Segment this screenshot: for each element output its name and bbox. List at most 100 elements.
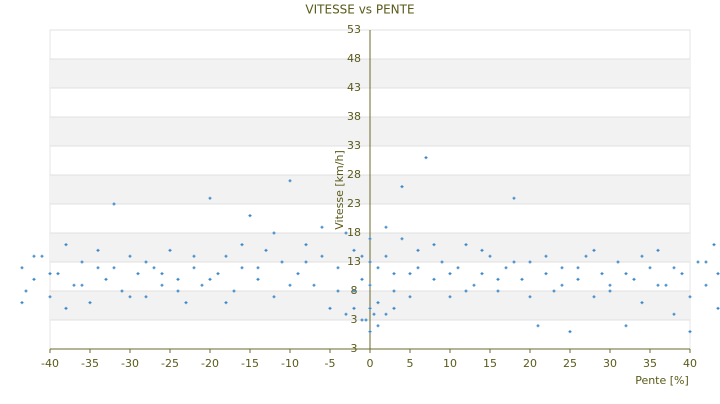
point	[608, 283, 612, 287]
point	[696, 260, 700, 264]
point	[680, 272, 684, 276]
point	[392, 306, 396, 310]
point	[416, 266, 420, 270]
x-tick-label: 30	[603, 357, 617, 370]
x-tick-label: 5	[407, 357, 414, 370]
point	[160, 272, 164, 276]
y-tick-label: 23	[347, 197, 361, 210]
point	[48, 272, 52, 276]
point	[408, 272, 412, 276]
point	[136, 272, 140, 276]
point	[368, 330, 372, 334]
point	[352, 248, 356, 252]
y-tick-label: 48	[347, 52, 361, 65]
y-axis-label: Vitesse [km/h]	[333, 150, 346, 230]
x-tick-label: -35	[81, 357, 99, 370]
point	[112, 202, 116, 206]
point	[80, 283, 84, 287]
x-tick-label: 10	[443, 357, 457, 370]
point	[488, 254, 492, 258]
point	[280, 260, 284, 264]
point	[232, 289, 236, 293]
point	[400, 237, 404, 241]
y-tick-label: 53	[347, 23, 361, 36]
point	[456, 266, 460, 270]
point	[464, 243, 468, 247]
point	[704, 260, 708, 264]
point	[576, 277, 580, 281]
point	[376, 324, 380, 328]
point	[48, 295, 52, 299]
point	[288, 283, 292, 287]
point	[64, 306, 68, 310]
point	[688, 295, 692, 299]
point	[520, 277, 524, 281]
point	[264, 248, 268, 252]
point	[32, 277, 36, 281]
point	[272, 231, 276, 235]
point	[568, 330, 572, 334]
x-tick-label: -30	[121, 357, 139, 370]
point	[176, 277, 180, 281]
point	[408, 295, 412, 299]
x-tick-label: -5	[325, 357, 336, 370]
point	[712, 243, 716, 247]
x-tick-label: -40	[41, 357, 59, 370]
x-tick-label: 35	[643, 357, 657, 370]
point	[376, 301, 380, 305]
point	[320, 254, 324, 258]
point	[200, 283, 204, 287]
point	[224, 254, 228, 258]
point	[560, 283, 564, 287]
point	[640, 301, 644, 305]
point	[240, 243, 244, 247]
x-tick-label: -20	[201, 357, 219, 370]
point	[368, 283, 372, 287]
point	[384, 254, 388, 258]
point	[192, 266, 196, 270]
point	[304, 260, 308, 264]
x-tick-label: -10	[281, 357, 299, 370]
point	[608, 289, 612, 293]
y-tick-label: 3	[351, 313, 358, 326]
x-tick-label: -15	[241, 357, 259, 370]
point	[688, 330, 692, 334]
chart-title: VITESSE vs PENTE	[305, 3, 414, 17]
point	[372, 312, 376, 316]
point	[592, 248, 596, 252]
y-tick-label: 28	[347, 168, 361, 181]
point	[672, 312, 676, 316]
point	[176, 289, 180, 293]
point	[528, 295, 532, 299]
point	[96, 248, 100, 252]
x-tick-label: 25	[563, 357, 577, 370]
point	[424, 156, 428, 160]
point	[384, 312, 388, 316]
point	[256, 266, 260, 270]
point	[336, 266, 340, 270]
point	[512, 196, 516, 200]
point	[672, 266, 676, 270]
point	[24, 289, 28, 293]
point	[368, 260, 372, 264]
point	[432, 243, 436, 247]
point	[240, 266, 244, 270]
point	[432, 277, 436, 281]
point	[716, 272, 720, 276]
point	[416, 248, 420, 252]
point	[448, 272, 452, 276]
x-tick-label: 15	[483, 357, 497, 370]
point	[184, 301, 188, 305]
point	[552, 289, 556, 293]
point	[104, 277, 108, 281]
point	[352, 289, 356, 293]
point	[384, 225, 388, 229]
point	[80, 260, 84, 264]
point	[480, 248, 484, 252]
point	[512, 260, 516, 264]
point	[528, 260, 532, 264]
point	[368, 306, 372, 310]
point	[632, 277, 636, 281]
point	[480, 272, 484, 276]
